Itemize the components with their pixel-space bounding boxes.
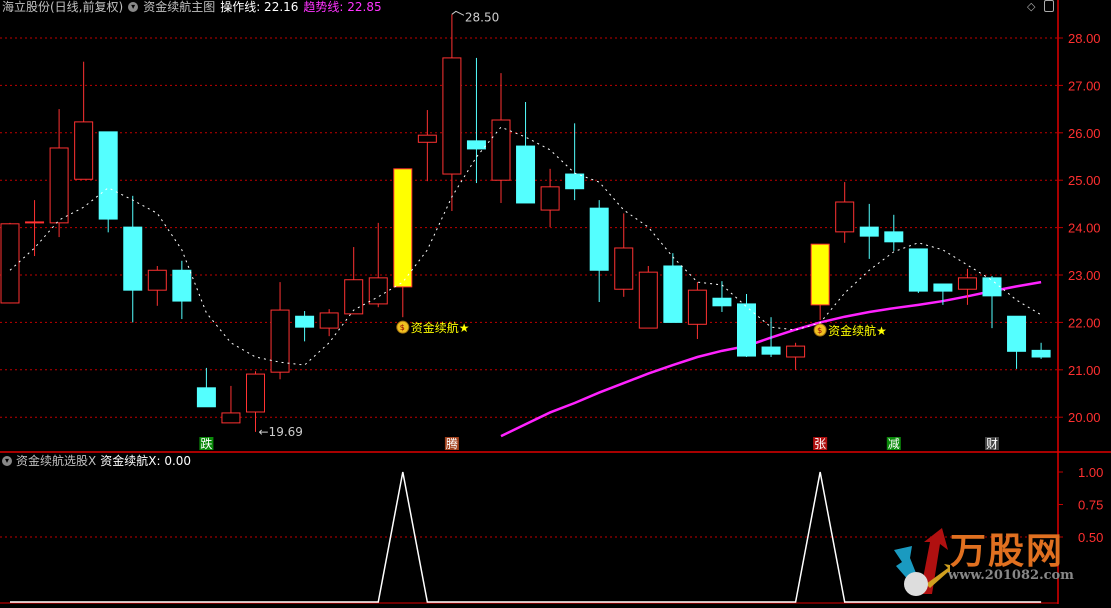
trend-line <box>500 280 1042 438</box>
candle <box>491 119 511 181</box>
signal-label: 资金续航★ <box>828 323 887 338</box>
event-tag: 张 <box>814 437 826 451</box>
event-tag-bg <box>813 437 828 450</box>
event-tag-bg <box>199 437 214 450</box>
indicator-name[interactable]: 资金续航主图 <box>143 0 216 14</box>
candle <box>687 289 707 325</box>
candle <box>516 145 536 204</box>
candle <box>49 147 69 224</box>
candle <box>1031 349 1051 358</box>
candle <box>172 269 192 302</box>
candle <box>74 121 94 180</box>
high-marker <box>451 10 465 16</box>
logo-arrows-icon <box>894 528 956 596</box>
candle <box>761 346 781 355</box>
high-label: 28.50 <box>465 10 499 24</box>
y-tick-label: 24.00 <box>1068 221 1101 236</box>
sub-y-tick-label: 1.00 <box>1078 465 1103 480</box>
candle <box>933 283 953 292</box>
candle <box>466 140 486 150</box>
candle <box>295 315 315 328</box>
y-tick-label: 21.00 <box>1068 363 1101 378</box>
event-tag-bg <box>444 437 459 450</box>
candle <box>98 131 118 220</box>
y-tick-label: 27.00 <box>1068 78 1101 93</box>
money-bag-symbol: $ <box>817 326 822 335</box>
candle <box>25 221 45 224</box>
candle <box>614 247 634 290</box>
candle <box>540 186 560 211</box>
candle <box>786 345 806 358</box>
candle <box>442 57 462 175</box>
candle <box>123 226 143 291</box>
candle <box>859 226 879 237</box>
event-tag: 腾 <box>446 436 458 451</box>
candle <box>982 277 1002 297</box>
candle <box>908 248 928 292</box>
money-bag-icon <box>396 320 410 334</box>
low-label: ←19.69 <box>259 425 303 439</box>
main-header: 海立股份(日线,前复权) ▾ 资金续航主图 操作线: 22.16 趋势线: 22… <box>2 0 382 14</box>
candle <box>270 309 290 373</box>
candle <box>835 201 855 233</box>
event-tag-bg <box>985 437 999 450</box>
logo-url: www.201082.com <box>948 568 1074 583</box>
stock-title[interactable]: 海立股份(日线,前复权) <box>2 0 124 14</box>
y-tick-label: 26.00 <box>1068 126 1101 141</box>
candle <box>663 265 683 323</box>
sub-indicator-value: 资金续航X: 0.00 <box>100 454 192 468</box>
money-bag-symbol: $ <box>400 323 405 332</box>
candle <box>957 277 977 290</box>
signal-candle <box>393 168 413 288</box>
sub-indicator-name[interactable]: 资金续航选股X <box>16 454 97 468</box>
candle <box>565 173 585 190</box>
sub-y-tick-label: 0.50 <box>1078 530 1103 545</box>
candle <box>221 412 241 424</box>
candle <box>246 373 265 413</box>
candle <box>0 223 20 304</box>
candle <box>1007 315 1027 352</box>
y-tick-label: 20.00 <box>1068 410 1101 425</box>
y-tick-label: 25.00 <box>1068 173 1101 188</box>
watermark-logo: 万股网 www.201082.com <box>890 522 1080 604</box>
op-line <box>9 126 1042 366</box>
candle <box>344 279 364 315</box>
candle <box>319 312 339 329</box>
y-tick-label: 23.00 <box>1068 268 1101 283</box>
y-tick-label: 22.00 <box>1068 315 1101 330</box>
signal-candle <box>810 243 830 306</box>
diamond-icon[interactable]: ◇ <box>1027 0 1036 13</box>
trend-line-value: 趋势线: 22.85 <box>303 0 382 14</box>
signal-label: 资金续航★ <box>411 320 470 335</box>
sub-header: ▾ 资金续航选股X 资金续航X: 0.00 <box>2 454 191 468</box>
op-line-value: 操作线: 22.16 <box>220 0 299 14</box>
event-tag: 减 <box>888 437 900 451</box>
dropdown-circle-icon[interactable]: ▾ <box>2 456 12 466</box>
logo-brand: 万股网 <box>950 531 1065 572</box>
candle <box>712 297 732 307</box>
event-tag-bg <box>886 437 901 450</box>
money-bag-icon <box>813 323 827 337</box>
candle <box>196 387 216 408</box>
event-tag: 跌 <box>200 436 212 451</box>
candle <box>638 271 658 329</box>
candle <box>147 269 167 291</box>
signal-x-line <box>10 471 1042 603</box>
event-tag: 财 <box>986 437 998 451</box>
candle <box>368 277 388 305</box>
window-toggle-icon[interactable] <box>1044 0 1054 12</box>
candle <box>737 303 756 357</box>
candle <box>589 207 609 271</box>
dropdown-circle-icon[interactable]: ▾ <box>128 2 139 12</box>
y-tick-label: 28.00 <box>1068 31 1101 46</box>
candle <box>417 134 437 143</box>
sub-y-tick-label: 0.75 <box>1078 498 1103 513</box>
candle <box>884 231 904 243</box>
